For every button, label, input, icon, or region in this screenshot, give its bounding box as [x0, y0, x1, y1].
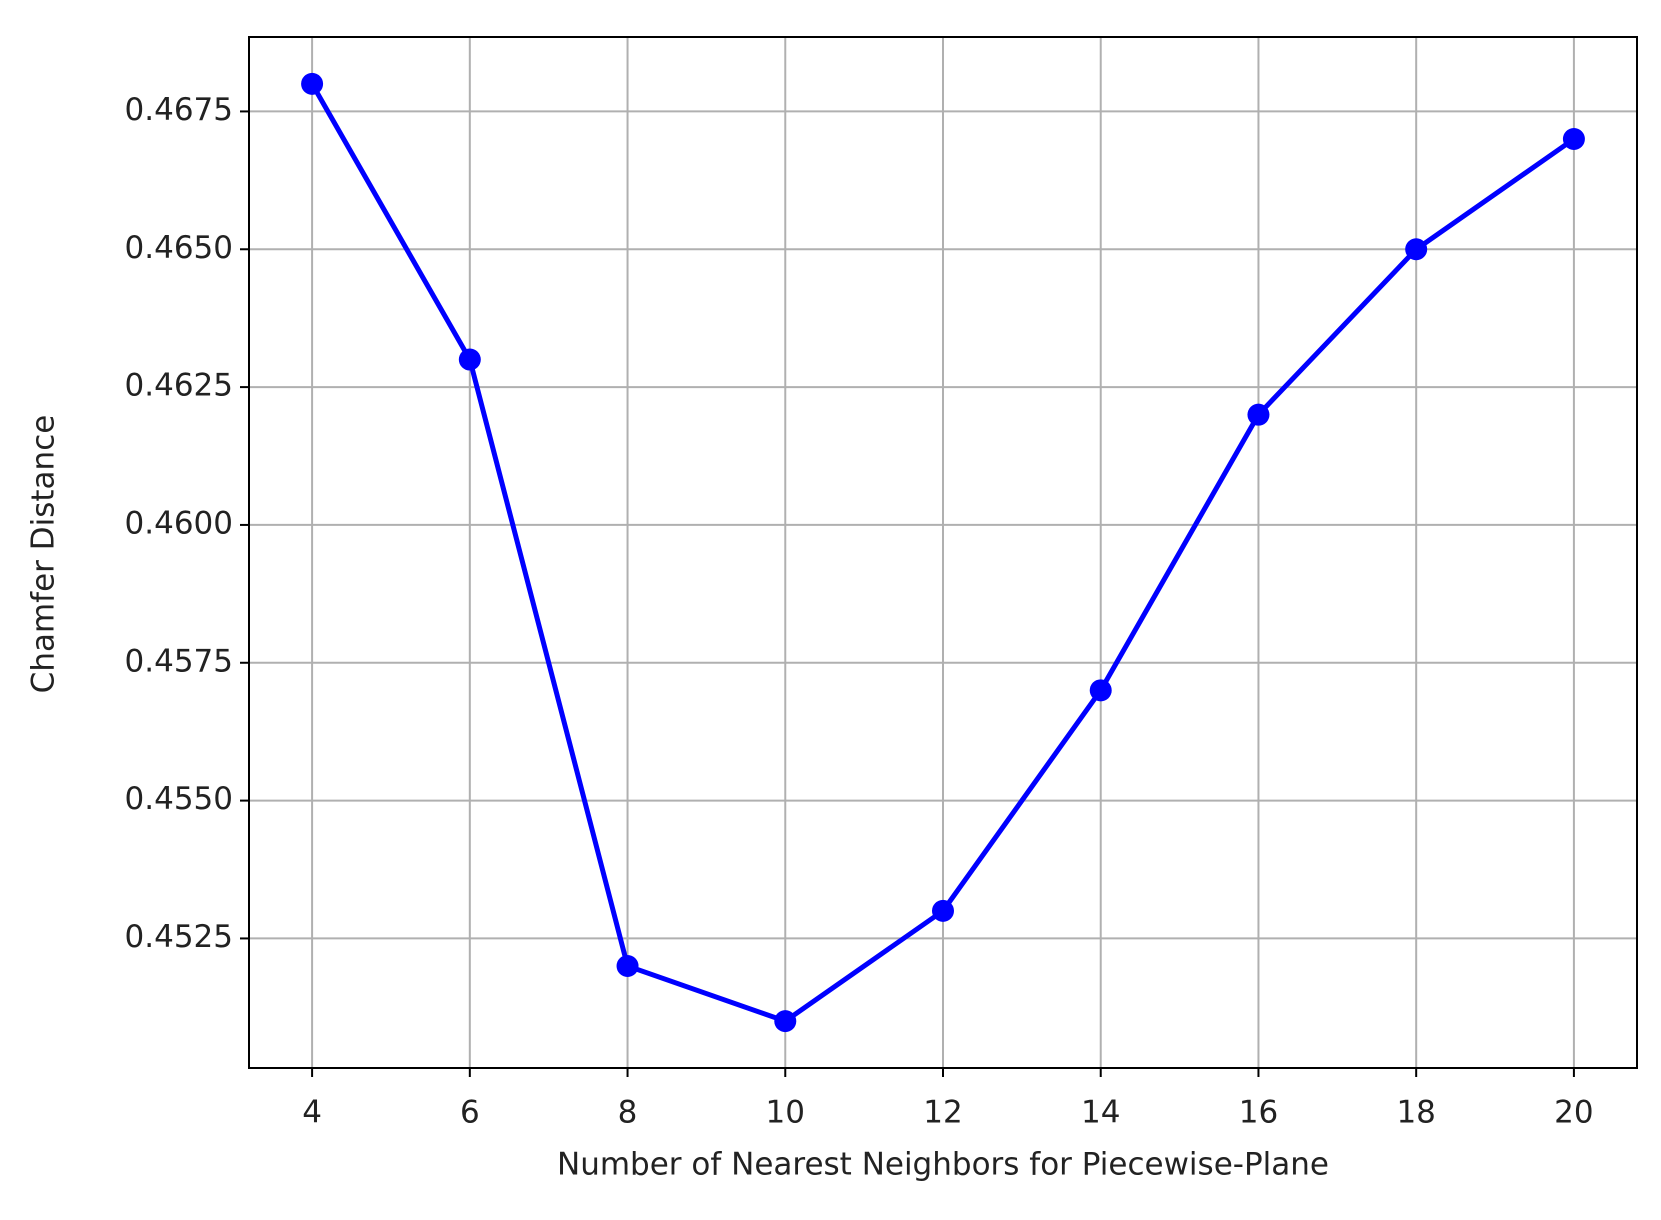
- marker: [1089, 679, 1112, 702]
- marker: [1405, 238, 1428, 261]
- marker: [458, 348, 481, 371]
- y-tick-label: 0.4600: [125, 505, 233, 541]
- marker: [301, 72, 324, 95]
- x-tick-label: 18: [1396, 1095, 1435, 1131]
- y-tick-label: 0.4575: [125, 643, 233, 679]
- marker: [932, 899, 954, 922]
- x-axis-label: Number of Nearest Neighbors for Piecewis…: [557, 1147, 1329, 1183]
- x-tick-label: 10: [766, 1095, 805, 1131]
- marker: [1247, 403, 1270, 426]
- x-tick-label: 16: [1239, 1095, 1278, 1131]
- marker: [774, 1010, 797, 1033]
- y-tick-label: 0.4650: [125, 230, 233, 266]
- y-tick-label: 0.4525: [125, 919, 233, 955]
- x-tick-label: 8: [618, 1095, 638, 1131]
- y-tick-label: 0.4550: [125, 781, 233, 817]
- y-tick-label: 0.4675: [125, 92, 233, 128]
- x-tick-label: 4: [302, 1095, 322, 1131]
- y-tick-label: 0.4625: [125, 368, 233, 404]
- x-tick-label: 6: [460, 1095, 480, 1131]
- x-tick-label: 14: [1081, 1095, 1120, 1131]
- x-tick-label: 12: [923, 1095, 962, 1131]
- marker: [616, 955, 639, 978]
- x-tick-label: 20: [1554, 1095, 1593, 1131]
- marker: [1562, 127, 1585, 150]
- plot-frame: [248, 36, 1638, 1069]
- y-axis-label: Chamfer Distance: [26, 415, 62, 694]
